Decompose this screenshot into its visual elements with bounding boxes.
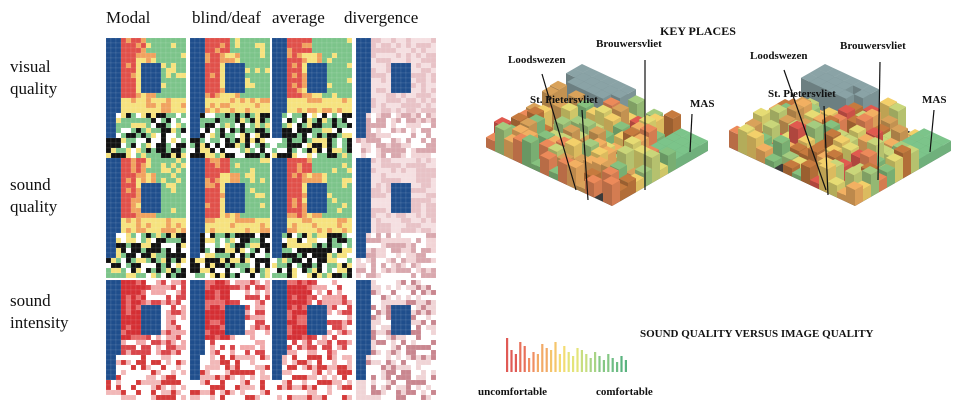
key-places-title: KEY PLACES — [660, 24, 736, 38]
legend-bar — [598, 356, 601, 372]
leader-line — [689, 113, 693, 153]
iso-block-model — [486, 64, 708, 206]
legend-bar — [616, 362, 619, 372]
legend-bar — [607, 354, 610, 372]
legend-bar — [506, 338, 509, 372]
legend-bar — [545, 348, 548, 372]
legend-label-uncomfortable: uncomfortable — [478, 386, 548, 398]
comfort-legend-bars — [506, 338, 627, 372]
legend-bar — [589, 358, 592, 372]
row-label-line1: visual — [10, 57, 51, 76]
map-grid-quality-1-3 — [356, 158, 436, 278]
leader-line — [783, 69, 827, 191]
place-label-brouwersvliet-left: Brouwersvliet — [596, 38, 662, 50]
legend-bar — [620, 356, 623, 372]
row-label-line1: sound — [10, 175, 51, 194]
legend-bar — [523, 346, 526, 372]
column-header-blind-deaf: blind/deaf — [192, 8, 261, 27]
legend-bar — [594, 352, 597, 372]
row-label-line1: sound — [10, 291, 51, 310]
place-label-st-pietersvliet-left: St. Pietersvliet — [530, 94, 598, 106]
map-grid-quality-0-3 — [356, 38, 436, 158]
legend-bar — [541, 344, 544, 372]
legend-bar — [602, 360, 605, 372]
map-grid-quality-0-1 — [190, 38, 270, 158]
legend-bar — [514, 354, 517, 372]
map-grid-intensity-2-3 — [356, 280, 436, 400]
comparison-subtitle: SOUND QUALITY VERSUS IMAGE QUALITY — [640, 328, 874, 340]
row-label-line2: intensity — [10, 313, 69, 332]
legend-bar — [567, 352, 570, 372]
row-label-sound-quality: sound quality — [10, 174, 57, 218]
legend-bar — [554, 342, 557, 372]
leader-line — [823, 105, 829, 196]
place-label-loodswezen-right: Loodswezen — [750, 50, 808, 62]
legend-bar — [519, 342, 522, 372]
legend-bar — [532, 352, 535, 372]
legend-bar — [550, 350, 553, 372]
map-grid-quality-1-2 — [272, 158, 352, 278]
map-grid-intensity-2-0 — [106, 280, 186, 400]
leader-line — [541, 73, 577, 191]
map-grid-quality-0-2 — [272, 38, 352, 158]
leader-line — [877, 61, 881, 181]
map-grid-intensity-2-1 — [190, 280, 270, 400]
column-header-modal: Modal — [106, 8, 151, 27]
place-label-loodswezen-left: Loodswezen — [508, 54, 566, 66]
map-grid-intensity-2-2 — [272, 280, 352, 400]
column-header-divergence: divergence — [344, 8, 419, 27]
legend-label-comfortable: comfortable — [596, 386, 653, 398]
row-label-line2: quality — [10, 79, 58, 98]
legend-bar — [576, 348, 579, 372]
map-grid-quality-0-0 — [106, 38, 186, 158]
row-label-visual-quality: visual quality — [10, 56, 57, 100]
column-header-average: average — [272, 8, 325, 27]
map-grid-quality-1-0 — [106, 158, 186, 278]
legend-bar — [528, 358, 531, 372]
place-label-st-pietersvliet-right: St. Pietersvliet — [768, 88, 836, 100]
legend-bar — [585, 354, 588, 372]
place-label-brouwersvliet-right: Brouwersvliet — [840, 40, 906, 52]
map-grid-quality-1-1 — [190, 158, 270, 278]
key-places-3d-models — [486, 60, 951, 206]
leader-line — [929, 109, 935, 153]
place-label-mas-right: MAS — [922, 94, 947, 106]
row-label-line2: quality — [10, 197, 58, 216]
legend-bar — [624, 360, 627, 372]
iso-block-model — [729, 64, 951, 206]
legend-bar — [580, 350, 583, 372]
legend-bar — [563, 346, 566, 372]
place-label-mas-left: MAS — [690, 98, 715, 110]
leader-line — [581, 109, 589, 201]
legend-bar — [536, 354, 539, 372]
legend-bar — [611, 358, 614, 372]
row-label-sound-intensity: sound intensity — [10, 290, 69, 334]
legend-bar — [572, 356, 575, 372]
legend-bar — [558, 354, 561, 372]
legend-bar — [510, 350, 513, 372]
